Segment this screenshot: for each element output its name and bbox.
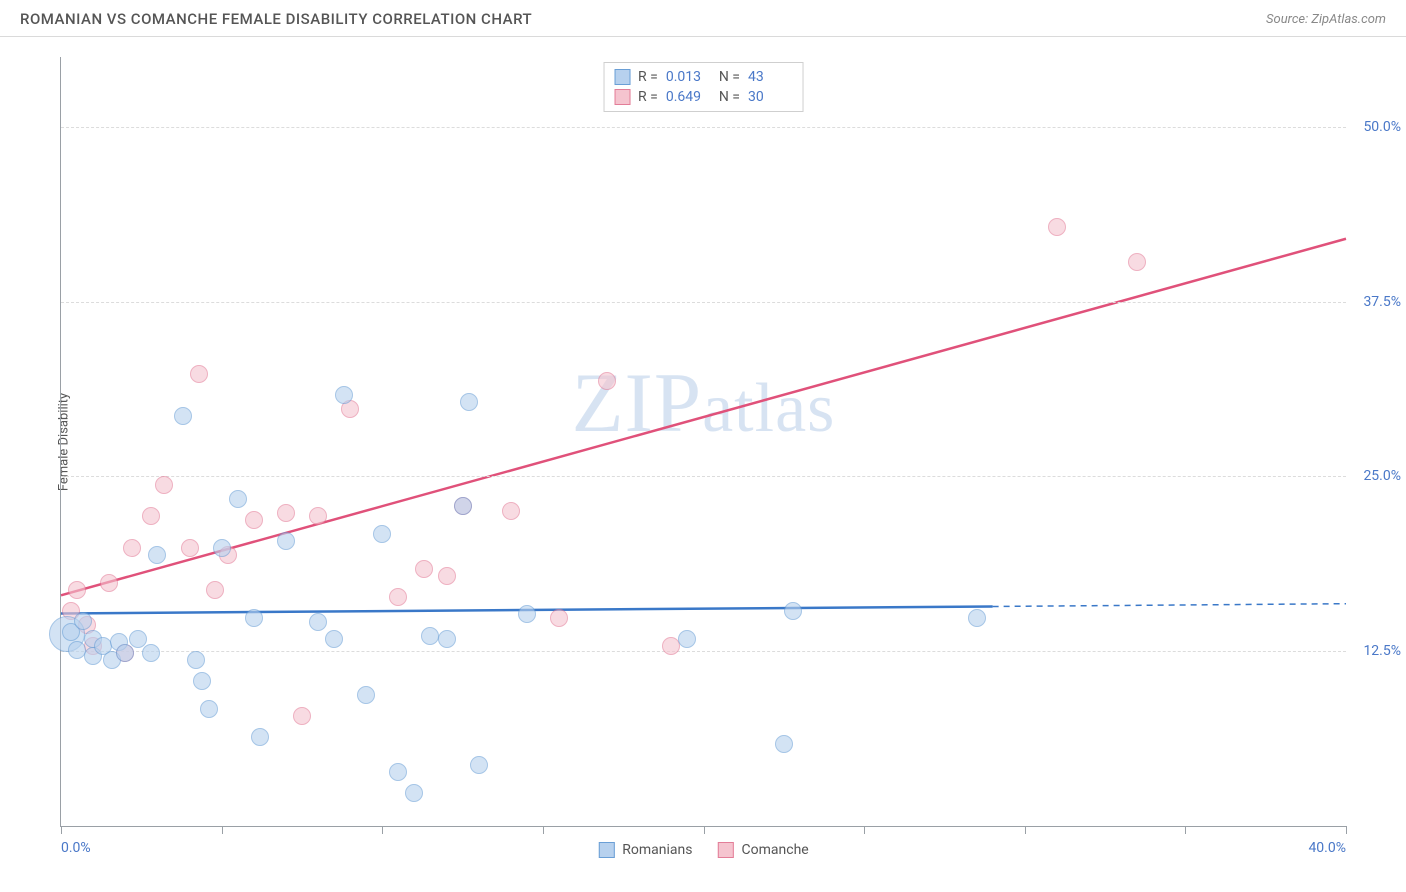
scatter-point-romanians bbox=[389, 763, 407, 781]
scatter-point-romanians bbox=[193, 672, 211, 690]
scatter-point-comanche bbox=[550, 609, 568, 627]
scatter-point-romanians bbox=[325, 630, 343, 648]
x-tick bbox=[864, 826, 865, 834]
x-tick bbox=[704, 826, 705, 834]
scatter-point-comanche bbox=[438, 567, 456, 585]
x-tick bbox=[61, 826, 62, 834]
trend-lines bbox=[61, 57, 1346, 826]
scatter-point-romanians bbox=[251, 728, 269, 746]
y-tick-label: 12.5% bbox=[1363, 643, 1401, 659]
legend-stats-row-comanche: R = 0.649 N = 30 bbox=[614, 87, 793, 107]
scatter-point-comanche bbox=[389, 588, 407, 606]
grid-line bbox=[61, 302, 1346, 303]
swatch-romanians-icon bbox=[598, 842, 614, 858]
plot-region: ZIPatlas R = 0.013 N = 43 R = 0.649 N = … bbox=[60, 57, 1346, 827]
grid-line bbox=[61, 651, 1346, 652]
scatter-point-romanians bbox=[460, 393, 478, 411]
scatter-point-comanche bbox=[181, 539, 199, 557]
scatter-point-romanians bbox=[142, 644, 160, 662]
grid-line bbox=[61, 476, 1346, 477]
n-label: N = bbox=[719, 69, 740, 85]
scatter-point-comanche bbox=[1048, 218, 1066, 236]
r-value-comanche: 0.649 bbox=[666, 89, 711, 105]
scatter-point-romanians bbox=[309, 613, 327, 631]
x-tick bbox=[222, 826, 223, 834]
scatter-point-romanians bbox=[335, 386, 353, 404]
y-tick-label: 50.0% bbox=[1363, 119, 1401, 135]
scatter-point-comanche bbox=[502, 502, 520, 520]
legend-stats-row-romanians: R = 0.013 N = 43 bbox=[614, 67, 793, 87]
scatter-point-romanians bbox=[74, 612, 92, 630]
scatter-point-romanians bbox=[245, 609, 263, 627]
scatter-point-romanians bbox=[116, 644, 134, 662]
header-divider bbox=[0, 36, 1406, 37]
scatter-point-romanians bbox=[405, 784, 423, 802]
scatter-point-comanche bbox=[1128, 253, 1146, 271]
swatch-comanche-icon bbox=[614, 89, 630, 105]
r-label: R = bbox=[638, 89, 658, 105]
scatter-point-comanche bbox=[142, 507, 160, 525]
grid-line bbox=[61, 127, 1346, 128]
swatch-romanians-icon bbox=[614, 69, 630, 85]
legend-stats-box: R = 0.013 N = 43 R = 0.649 N = 30 bbox=[603, 62, 804, 112]
scatter-point-romanians bbox=[438, 630, 456, 648]
x-tick bbox=[543, 826, 544, 834]
x-tick bbox=[1025, 826, 1026, 834]
r-label: R = bbox=[638, 69, 658, 85]
scatter-point-comanche bbox=[123, 539, 141, 557]
x-tick bbox=[1185, 826, 1186, 834]
scatter-point-comanche bbox=[155, 476, 173, 494]
scatter-point-romanians bbox=[213, 539, 231, 557]
scatter-point-comanche bbox=[293, 707, 311, 725]
n-label: N = bbox=[719, 89, 740, 105]
scatter-point-comanche bbox=[598, 372, 616, 390]
scatter-point-romanians bbox=[968, 609, 986, 627]
scatter-point-romanians bbox=[174, 407, 192, 425]
watermark: ZIPatlas bbox=[572, 354, 836, 452]
scatter-point-romanians bbox=[518, 605, 536, 623]
x-tick bbox=[382, 826, 383, 834]
x-tick bbox=[1346, 826, 1347, 834]
scatter-point-comanche bbox=[277, 504, 295, 522]
scatter-point-comanche bbox=[309, 507, 327, 525]
scatter-point-comanche bbox=[190, 365, 208, 383]
chart-area: Female Disability ZIPatlas R = 0.013 N =… bbox=[50, 57, 1346, 827]
swatch-comanche-icon bbox=[718, 842, 734, 858]
r-value-romanians: 0.013 bbox=[666, 69, 711, 85]
scatter-point-comanche bbox=[415, 560, 433, 578]
scatter-point-romanians bbox=[277, 532, 295, 550]
scatter-point-romanians bbox=[187, 651, 205, 669]
chart-title: ROMANIAN VS COMANCHE FEMALE DISABILITY C… bbox=[20, 10, 532, 28]
legend-label-romanians: Romanians bbox=[622, 842, 692, 858]
scatter-point-comanche bbox=[245, 511, 263, 529]
scatter-point-romanians bbox=[470, 756, 488, 774]
source-label: Source: ZipAtlas.com bbox=[1266, 12, 1386, 27]
scatter-point-comanche bbox=[68, 581, 86, 599]
n-value-comanche: 30 bbox=[748, 89, 793, 105]
legend-item-comanche: Comanche bbox=[718, 842, 809, 858]
scatter-point-comanche bbox=[100, 574, 118, 592]
scatter-point-romanians bbox=[229, 490, 247, 508]
y-tick-label: 25.0% bbox=[1363, 468, 1401, 484]
scatter-point-romanians bbox=[148, 546, 166, 564]
scatter-point-romanians bbox=[373, 525, 391, 543]
x-tick-label: 40.0% bbox=[1308, 840, 1346, 856]
scatter-point-comanche bbox=[206, 581, 224, 599]
legend-item-romanians: Romanians bbox=[598, 842, 692, 858]
y-tick-label: 37.5% bbox=[1363, 294, 1401, 310]
scatter-point-romanians bbox=[200, 700, 218, 718]
scatter-point-romanians bbox=[454, 497, 472, 515]
scatter-point-romanians bbox=[678, 630, 696, 648]
n-value-romanians: 43 bbox=[748, 69, 793, 85]
x-tick-label: 0.0% bbox=[61, 840, 91, 856]
scatter-point-romanians bbox=[775, 735, 793, 753]
legend-label-comanche: Comanche bbox=[742, 842, 809, 858]
scatter-point-romanians bbox=[784, 602, 802, 620]
bottom-legend: Romanians Comanche bbox=[598, 842, 808, 858]
scatter-point-romanians bbox=[357, 686, 375, 704]
